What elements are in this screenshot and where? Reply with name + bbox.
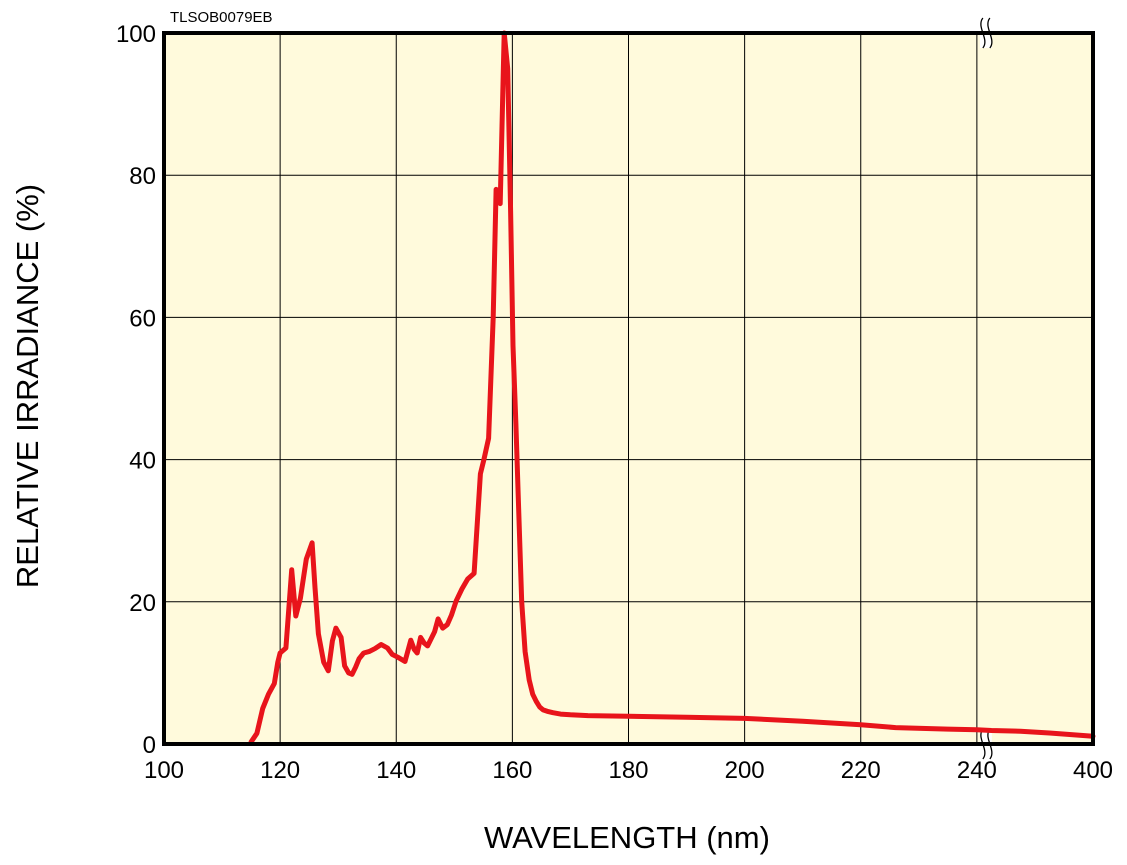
x-tick-label: 100 bbox=[144, 757, 184, 784]
y-tick-label: 20 bbox=[129, 590, 156, 617]
x-tick-label: 180 bbox=[608, 757, 648, 784]
plot-frame bbox=[162, 31, 1095, 746]
y-tick-label: 80 bbox=[129, 163, 156, 190]
y-axis-title: RELATIVE IRRADIANCE (%) bbox=[10, 184, 45, 588]
figure-code: TLSOB0079EB bbox=[170, 9, 273, 26]
x-tick-labels: 100 120 140 160 180 200 220 240 400 bbox=[144, 757, 1113, 784]
y-tick-labels: 0 20 40 60 80 100 bbox=[116, 21, 156, 759]
y-tick-label: 40 bbox=[129, 448, 156, 475]
y-tick-label: 100 bbox=[116, 21, 156, 48]
x-tick-label: 160 bbox=[492, 757, 532, 784]
x-axis-title: WAVELENGTH (nm) bbox=[484, 820, 770, 855]
x-tick-label: 240 bbox=[957, 757, 997, 784]
x-tick-label: 220 bbox=[841, 757, 881, 784]
x-tick-label: 400 bbox=[1073, 757, 1113, 784]
y-tick-label: 60 bbox=[129, 305, 156, 332]
x-tick-label: 140 bbox=[376, 757, 416, 784]
x-tick-label: 200 bbox=[725, 757, 765, 784]
x-tick-label: 120 bbox=[260, 757, 300, 784]
irradiance-curve bbox=[248, 30, 1096, 745]
y-tick-label: 0 bbox=[143, 732, 156, 759]
